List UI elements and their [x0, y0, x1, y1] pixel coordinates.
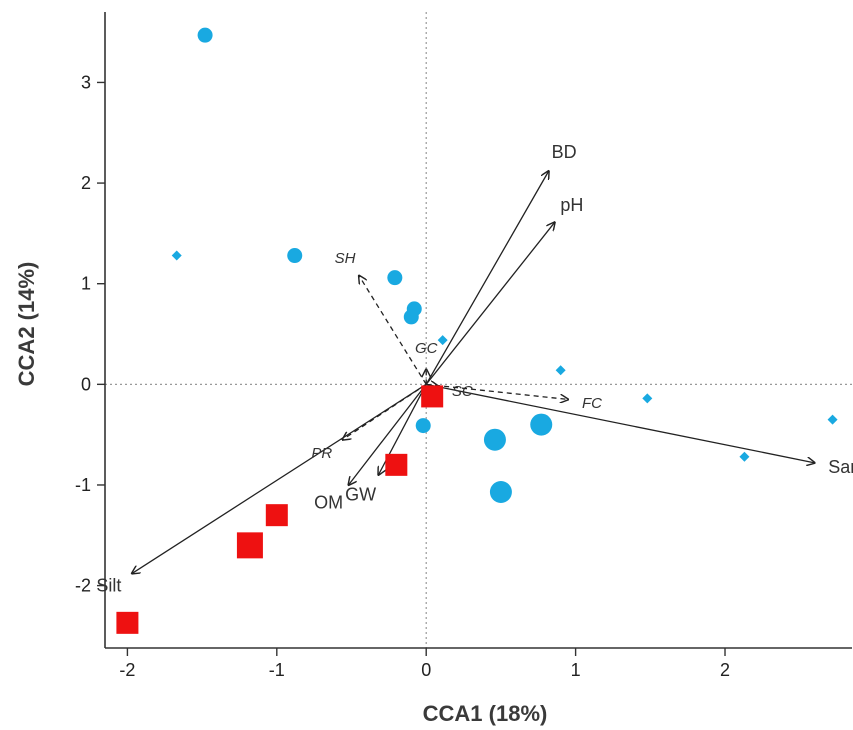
site-point	[827, 414, 838, 425]
x-tick-label: 2	[720, 660, 730, 680]
data-points	[116, 27, 838, 634]
x-tick-label: -1	[269, 660, 285, 680]
vector-label-pr: PR	[311, 445, 332, 462]
species-point	[236, 532, 263, 559]
vector-label-silt: Silt	[96, 575, 121, 595]
vector-arrow-silt	[132, 383, 427, 573]
vector-label-om: OM	[314, 492, 343, 512]
vector-label-gc: GC	[415, 340, 438, 357]
y-axis-title: CCA2 (14%)	[14, 262, 39, 387]
y-tick-label: -2	[75, 576, 91, 596]
y-tick-label: -1	[75, 475, 91, 495]
y-tick-label: 2	[81, 173, 91, 193]
vector-arrow-sh	[359, 276, 427, 385]
vector-arrow-sand	[426, 383, 814, 462]
x-tick-label: 1	[571, 660, 581, 680]
vector-label-bd: BD	[552, 142, 577, 162]
species-point	[265, 504, 288, 527]
vector-arrow-fc	[426, 383, 568, 399]
site-point	[530, 413, 553, 436]
vector-arrow-pr	[343, 383, 427, 439]
site-point	[642, 393, 653, 404]
vector-arrow-ph	[425, 222, 554, 385]
vector-label-gw: GW	[345, 484, 376, 504]
site-point	[171, 250, 182, 261]
site-point	[197, 27, 213, 43]
site-point	[489, 481, 512, 504]
site-point	[387, 270, 403, 286]
site-point	[287, 248, 303, 264]
y-tick-label: 3	[81, 72, 91, 92]
vector-label-sh: SH	[335, 250, 356, 267]
species-point	[116, 611, 139, 634]
species-point	[385, 453, 408, 476]
species-point	[421, 385, 444, 408]
site-point	[415, 418, 431, 434]
y-tick-label: 1	[81, 274, 91, 294]
x-tick-label: 0	[421, 660, 431, 680]
site-point	[437, 335, 448, 346]
vector-label-sc: SC	[452, 383, 473, 400]
vector-label-ph: pH	[560, 195, 583, 215]
site-point	[555, 365, 566, 376]
vector-arrow-om	[349, 383, 427, 485]
site-point	[739, 451, 750, 462]
x-tick-label: -2	[119, 660, 135, 680]
reference-lines	[105, 12, 852, 648]
vector-label-fc: FC	[582, 395, 602, 412]
vector-label-sand: Sand	[828, 457, 853, 477]
site-point	[483, 428, 506, 451]
y-tick-label: 0	[81, 374, 91, 394]
axes: -2 -1 0 1 2 -2 -1 0 1 2 3	[75, 12, 852, 680]
vector-arrow-bd	[425, 171, 549, 385]
site-point	[403, 309, 419, 325]
x-axis-title: CCA1 (18%)	[423, 701, 548, 726]
